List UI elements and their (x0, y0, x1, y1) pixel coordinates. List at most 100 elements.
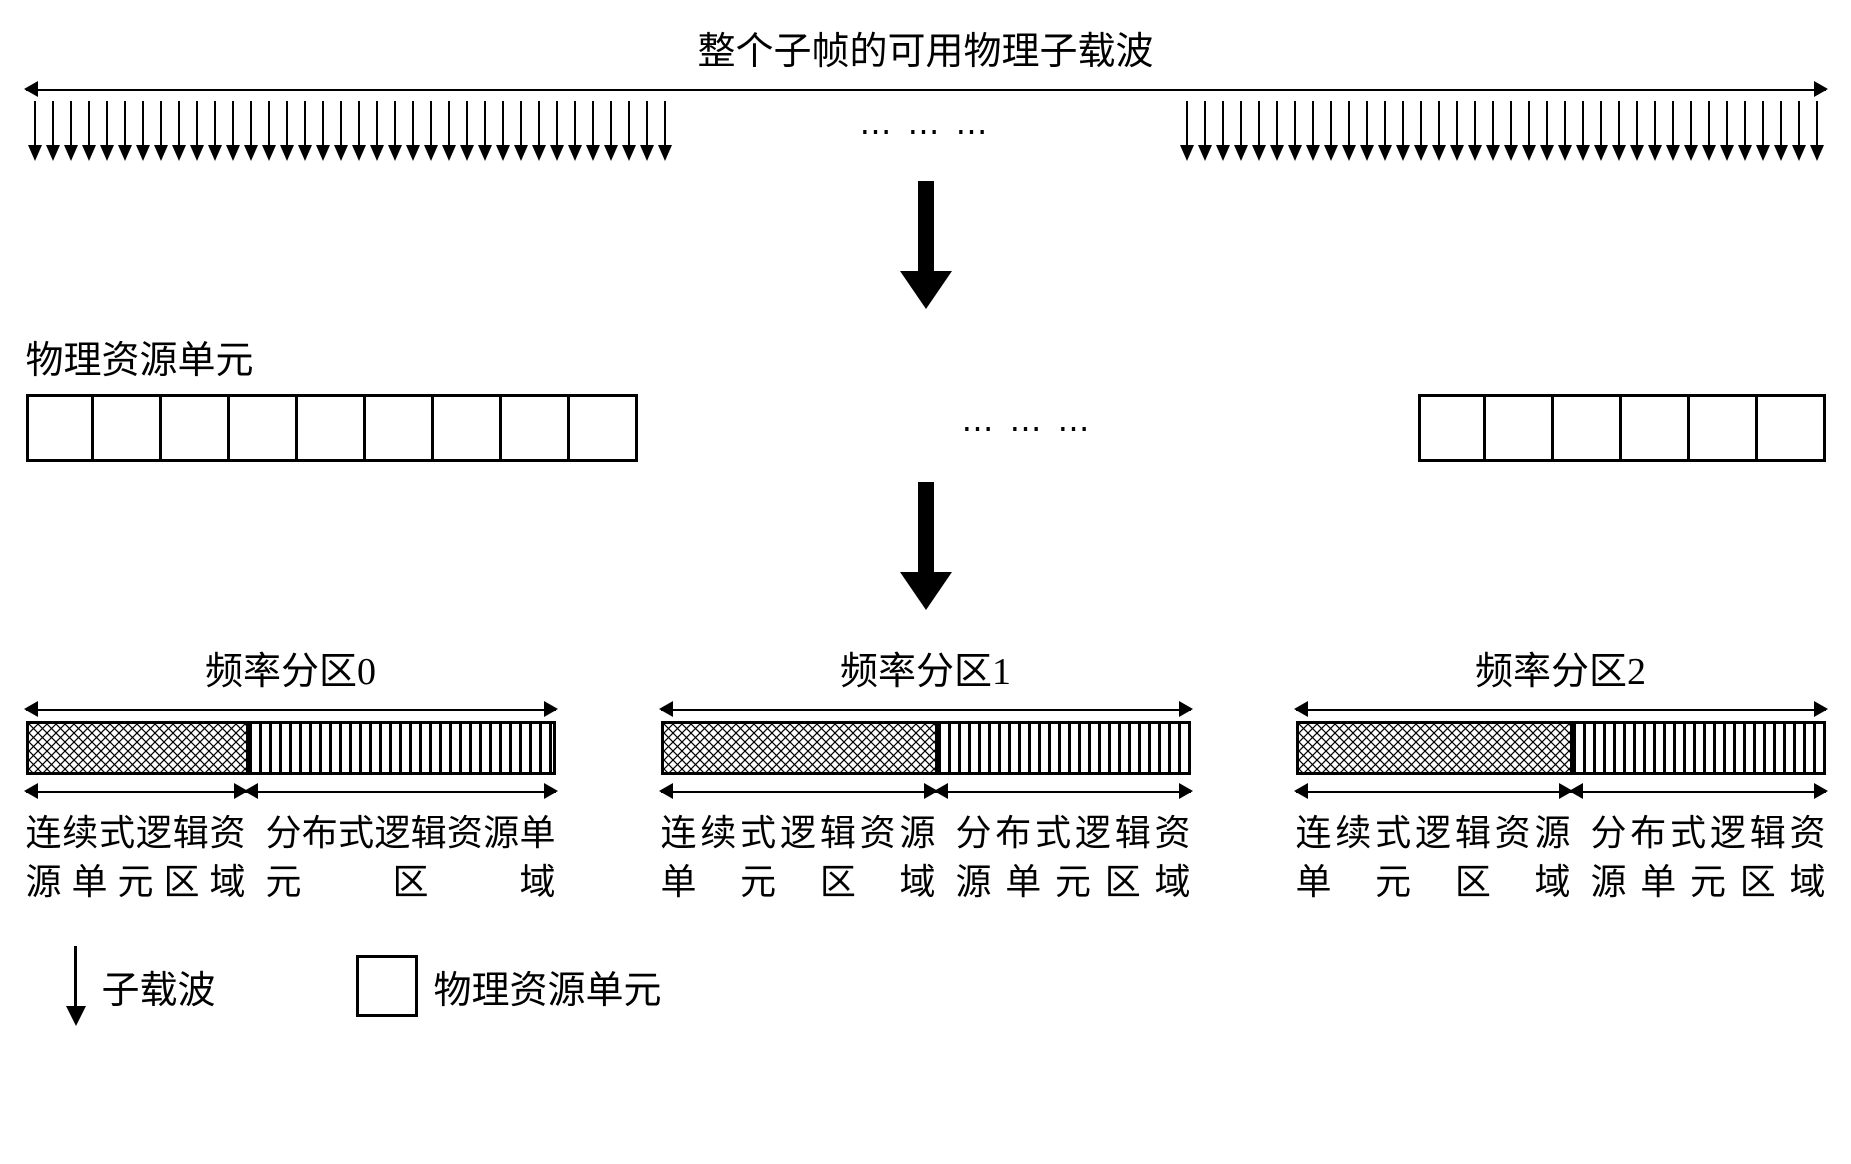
subcarrier-arrow (1178, 101, 1196, 161)
subcarrier-arrow (44, 101, 62, 161)
subcarrier-arrow (242, 101, 260, 161)
pru-cell (1690, 394, 1758, 462)
subcarrier-arrow (1520, 101, 1538, 161)
subcarrier-arrow (1466, 101, 1484, 161)
pru-cell (1622, 394, 1690, 462)
partition-sub-arrows (661, 781, 1191, 803)
subcarrier-arrow (548, 101, 566, 161)
subcarrier-arrow (530, 101, 548, 161)
pru-cell (1418, 394, 1486, 462)
subcarrier-arrow (314, 101, 332, 161)
subcarrier-arrow (152, 101, 170, 161)
subcarrier-arrow (1736, 101, 1754, 161)
subcarrier-arrow (1754, 101, 1772, 161)
subcarrier-arrow (1502, 101, 1520, 161)
subcarrier-arrow (260, 101, 278, 161)
subcarrier-arrow (1268, 101, 1286, 161)
partition-0: 频率分区0 连续式逻辑资源单元区域分布式逻辑资源单元区域 (26, 640, 556, 906)
subcarrier-arrow (1790, 101, 1808, 161)
pru-cell (1554, 394, 1622, 462)
partition-span-arrow (1296, 699, 1826, 719)
partition-2: 频率分区2连续式逻辑资源单元区域分布式逻辑资源单元区域 (1296, 640, 1826, 906)
partition-sub-labels: 连续式逻辑资源单元区域分布式逻辑资源单元区域 (1296, 809, 1826, 906)
subcarrier-ellipsis: ⋯ ⋯ ⋯ (860, 112, 992, 150)
transition-arrow-2 (900, 482, 952, 610)
partition-sub-arrows (26, 781, 556, 803)
pru-cell (230, 394, 298, 462)
transition-arrow-1 (900, 181, 952, 309)
pru-cell (162, 394, 230, 462)
partition-sub-arrows (1296, 781, 1826, 803)
subcarrier-arrow (620, 101, 638, 161)
subcarrier-arrow (1718, 101, 1736, 161)
subcarrier-arrow (1772, 101, 1790, 161)
distributed-lru-segment (246, 724, 553, 772)
subcarrier-arrow (224, 101, 242, 161)
subcarrier-group-left (26, 101, 674, 161)
subcarrier-arrow (1448, 101, 1466, 161)
continuous-span-arrow (661, 781, 936, 801)
continuous-lru-segment (1299, 724, 1571, 772)
distributed-span-arrow (936, 781, 1191, 801)
partition-sub-labels: 连续式逻辑资源单元区域分布式逻辑资源单元区域 (661, 809, 1191, 906)
distributed-span-arrow (246, 781, 556, 801)
partition-sub-labels: 连续式逻辑资源单元区域分布式逻辑资源单元区域 (26, 809, 556, 906)
continuous-lru-segment (29, 724, 247, 772)
subcarrier-arrow (1646, 101, 1664, 161)
pru-group-left (26, 394, 638, 462)
continuous-span-arrow (1296, 781, 1571, 801)
subcarrier-arrow (602, 101, 620, 161)
subcarrier-arrow (1430, 101, 1448, 161)
subcarrier-arrow (566, 101, 584, 161)
subcarrier-arrow (440, 101, 458, 161)
partition-span-arrow (661, 699, 1191, 719)
subcarrier-arrow (80, 101, 98, 161)
subcarrier-arrow (1664, 101, 1682, 161)
subcarrier-arrow (62, 101, 80, 161)
subcarrier-arrow (476, 101, 494, 161)
pru-cell (570, 394, 638, 462)
subcarrier-arrow (1556, 101, 1574, 161)
subcarrier-arrow (1628, 101, 1646, 161)
distributed-lru-label: 分布式逻辑资源单元区域 (936, 809, 1191, 906)
subcarrier-arrow (296, 101, 314, 161)
subcarrier-arrow (386, 101, 404, 161)
pru-cell (1486, 394, 1554, 462)
continuous-lru-segment (664, 724, 936, 772)
distributed-lru-label: 分布式逻辑资源单元区域 (246, 809, 556, 906)
pru-cell (298, 394, 366, 462)
subcarrier-arrow (1304, 101, 1322, 161)
subcarrier-arrow (656, 101, 674, 161)
pru-cell (502, 394, 570, 462)
distributed-lru-segment (935, 724, 1187, 772)
subcarrier-arrow (188, 101, 206, 161)
subcarrier-arrow (512, 101, 530, 161)
partition-bar (1296, 721, 1826, 775)
subcarrier-arrow (134, 101, 152, 161)
subcarrier-arrow (1286, 101, 1304, 161)
subcarrier-row: ⋯ ⋯ ⋯ (26, 101, 1826, 161)
subcarrier-arrow (1592, 101, 1610, 161)
subcarrier-arrow (1574, 101, 1592, 161)
subcarrier-arrow (26, 101, 44, 161)
subcarrier-arrow (404, 101, 422, 161)
pru-ellipsis: ⋯ ⋯ ⋯ (962, 409, 1094, 447)
partition-title: 频率分区1 (840, 640, 1011, 695)
continuous-lru-label: 连续式逻辑资源单元区域 (1296, 809, 1571, 906)
subcarrier-arrow (638, 101, 656, 161)
subcarrier-arrow (422, 101, 440, 161)
subcarrier-arrow (1538, 101, 1556, 161)
subcarrier-arrow (1322, 101, 1340, 161)
continuous-span-arrow (26, 781, 246, 801)
legend-pru-label: 物理资源单元 (434, 959, 662, 1014)
partition-title: 频率分区0 (205, 640, 376, 695)
subcarrier-arrow (1358, 101, 1376, 161)
legend: 子载波 物理资源单元 (26, 946, 1826, 1026)
subcarrier-arrow (368, 101, 386, 161)
partition-bar (661, 721, 1191, 775)
pru-box-icon (356, 955, 418, 1017)
subcarrier-arrow (1232, 101, 1250, 161)
pru-label: 物理资源单元 (26, 329, 1826, 384)
subcarrier-arrow (1610, 101, 1628, 161)
subcarrier-arrow (1484, 101, 1502, 161)
